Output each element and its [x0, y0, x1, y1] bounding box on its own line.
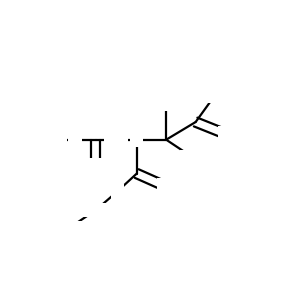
Text: H₃C: H₃C — [154, 98, 179, 111]
Text: O: O — [112, 184, 124, 198]
Text: O: O — [90, 159, 101, 173]
Text: O: O — [69, 133, 81, 147]
Text: O: O — [157, 178, 169, 192]
Text: O: O — [219, 127, 231, 141]
Text: H₃C: H₃C — [15, 133, 40, 146]
Text: N: N — [131, 133, 142, 147]
Text: CH₃: CH₃ — [202, 89, 227, 102]
Text: O: O — [69, 133, 81, 147]
Text: CH₂: CH₂ — [42, 133, 67, 146]
Text: H₃C: H₃C — [56, 221, 82, 235]
Text: O: O — [219, 127, 231, 141]
Text: O: O — [112, 184, 124, 198]
Text: O: O — [157, 178, 169, 192]
Text: CH₃: CH₃ — [202, 89, 227, 102]
Text: CH₃: CH₃ — [180, 151, 205, 164]
Text: CH₃: CH₃ — [180, 151, 205, 164]
Text: H₃C: H₃C — [154, 98, 179, 111]
Text: HN: HN — [104, 133, 128, 147]
Text: N: N — [131, 133, 142, 147]
Text: H₃C: H₃C — [15, 133, 40, 146]
Text: H₃C: H₃C — [56, 221, 82, 235]
Text: CH₂: CH₂ — [83, 204, 108, 217]
Text: O: O — [90, 159, 101, 173]
Text: HN: HN — [104, 133, 128, 147]
Text: CH₂: CH₂ — [83, 204, 108, 217]
Text: CH₂: CH₂ — [42, 133, 67, 146]
